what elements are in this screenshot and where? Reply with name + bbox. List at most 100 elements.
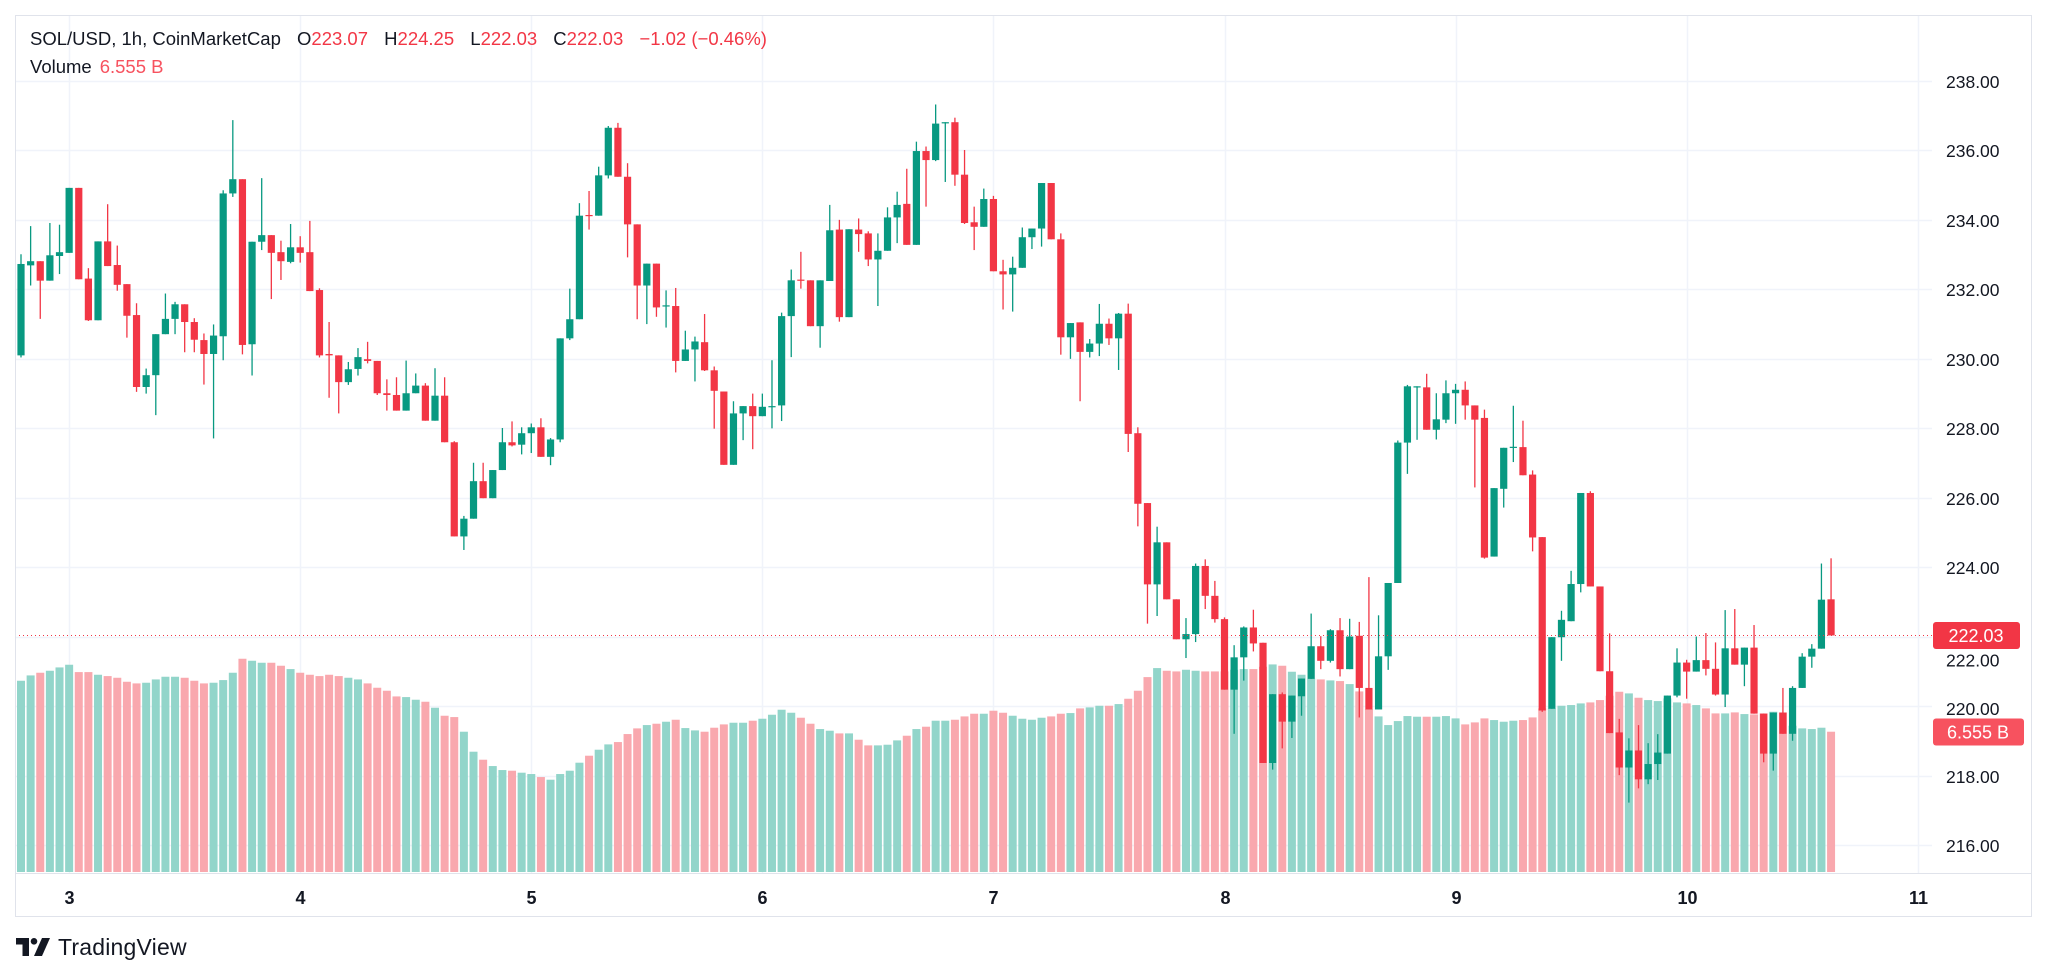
candle[interactable]: [922, 146, 930, 207]
candle[interactable]: [1037, 183, 1046, 247]
candle[interactable]: [75, 187, 83, 280]
candle[interactable]: [633, 224, 641, 320]
candle[interactable]: [1808, 644, 1816, 668]
candle[interactable]: [402, 360, 410, 411]
candle[interactable]: [325, 322, 333, 398]
candle[interactable]: [1471, 405, 1479, 488]
candle[interactable]: [306, 220, 314, 292]
candle[interactable]: [826, 204, 834, 282]
candle[interactable]: [229, 120, 237, 197]
candle[interactable]: [1047, 183, 1055, 240]
candle[interactable]: [181, 304, 189, 353]
candle[interactable]: [1490, 488, 1498, 557]
candle[interactable]: [1509, 405, 1517, 463]
time-axis[interactable]: 3 4 5 6 7 8 9 10 11: [64, 888, 1928, 908]
candle[interactable]: [999, 259, 1007, 310]
candle[interactable]: [1028, 228, 1036, 250]
candle[interactable]: [797, 251, 805, 289]
candle[interactable]: [17, 254, 25, 358]
candle[interactable]: [142, 368, 150, 394]
candle[interactable]: [614, 122, 622, 177]
candle[interactable]: [27, 226, 35, 286]
candle[interactable]: [518, 427, 526, 455]
candle[interactable]: [1692, 636, 1700, 672]
candle[interactable]: [1432, 393, 1440, 440]
candle[interactable]: [1134, 427, 1142, 527]
candle[interactable]: [1615, 718, 1623, 776]
candle[interactable]: [729, 401, 738, 465]
candle[interactable]: [1066, 323, 1075, 359]
candle[interactable]: [546, 438, 555, 466]
candle[interactable]: [883, 207, 892, 251]
candle[interactable]: [1143, 503, 1152, 624]
candle[interactable]: [903, 168, 911, 245]
candle[interactable]: [1788, 686, 1797, 741]
candle[interactable]: [1769, 712, 1777, 771]
candle[interactable]: [1606, 633, 1614, 734]
candle[interactable]: [768, 360, 776, 429]
candle[interactable]: [65, 187, 73, 253]
candle[interactable]: [1230, 645, 1238, 734]
candle[interactable]: [874, 233, 882, 307]
candle[interactable]: [1182, 618, 1190, 659]
candle[interactable]: [1711, 642, 1720, 696]
candle[interactable]: [1018, 227, 1026, 268]
candle[interactable]: [681, 330, 689, 361]
candle[interactable]: [1326, 629, 1335, 663]
candle[interactable]: [1095, 303, 1103, 357]
candle[interactable]: [431, 368, 439, 421]
candle[interactable]: [1442, 380, 1450, 424]
candle[interactable]: [1220, 617, 1229, 690]
candle[interactable]: [84, 268, 92, 321]
candle[interactable]: [383, 379, 391, 411]
candle[interactable]: [1538, 537, 1546, 712]
candle[interactable]: [1076, 322, 1084, 402]
candle[interactable]: [1057, 233, 1065, 355]
candle[interactable]: [1163, 542, 1171, 600]
candle[interactable]: [441, 377, 449, 443]
candle[interactable]: [652, 263, 661, 317]
candle[interactable]: [1654, 734, 1662, 781]
candle[interactable]: [36, 261, 44, 319]
candle[interactable]: [720, 391, 728, 465]
candle[interactable]: [691, 336, 699, 382]
candle[interactable]: [951, 117, 959, 186]
candle[interactable]: [219, 190, 227, 361]
candle[interactable]: [1519, 420, 1527, 476]
candle[interactable]: [864, 231, 872, 267]
candle[interactable]: [980, 188, 988, 227]
candle[interactable]: [1798, 653, 1806, 688]
candle[interactable]: [566, 288, 574, 341]
candle[interactable]: [1374, 615, 1383, 710]
candle[interactable]: [460, 515, 468, 550]
candle[interactable]: [190, 318, 198, 353]
candle[interactable]: [1702, 633, 1710, 676]
candle[interactable]: [912, 141, 921, 245]
candle[interactable]: [1586, 491, 1594, 587]
candle[interactable]: [1740, 647, 1749, 687]
volume-label[interactable]: Volume: [30, 56, 92, 77]
candle[interactable]: [1124, 303, 1132, 452]
candle[interactable]: [373, 360, 381, 395]
candle[interactable]: [575, 203, 584, 320]
candle[interactable]: [1817, 563, 1826, 649]
candle[interactable]: [364, 341, 372, 364]
candle[interactable]: [498, 428, 506, 471]
candle[interactable]: [267, 235, 275, 300]
candle[interactable]: [1731, 609, 1739, 665]
candle[interactable]: [238, 179, 247, 355]
candle[interactable]: [970, 206, 978, 251]
candle[interactable]: [739, 406, 747, 441]
candle[interactable]: [1760, 713, 1768, 763]
candle[interactable]: [1827, 558, 1835, 636]
candle[interactable]: [585, 191, 593, 230]
candle[interactable]: [1201, 559, 1209, 610]
candle[interactable]: [1259, 642, 1267, 763]
candle[interactable]: [421, 383, 429, 421]
candle[interactable]: [508, 421, 516, 447]
candle[interactable]: [315, 288, 324, 358]
candle[interactable]: [1278, 692, 1286, 749]
candle[interactable]: [46, 222, 54, 281]
candle[interactable]: [1528, 470, 1537, 552]
candle[interactable]: [171, 301, 179, 335]
